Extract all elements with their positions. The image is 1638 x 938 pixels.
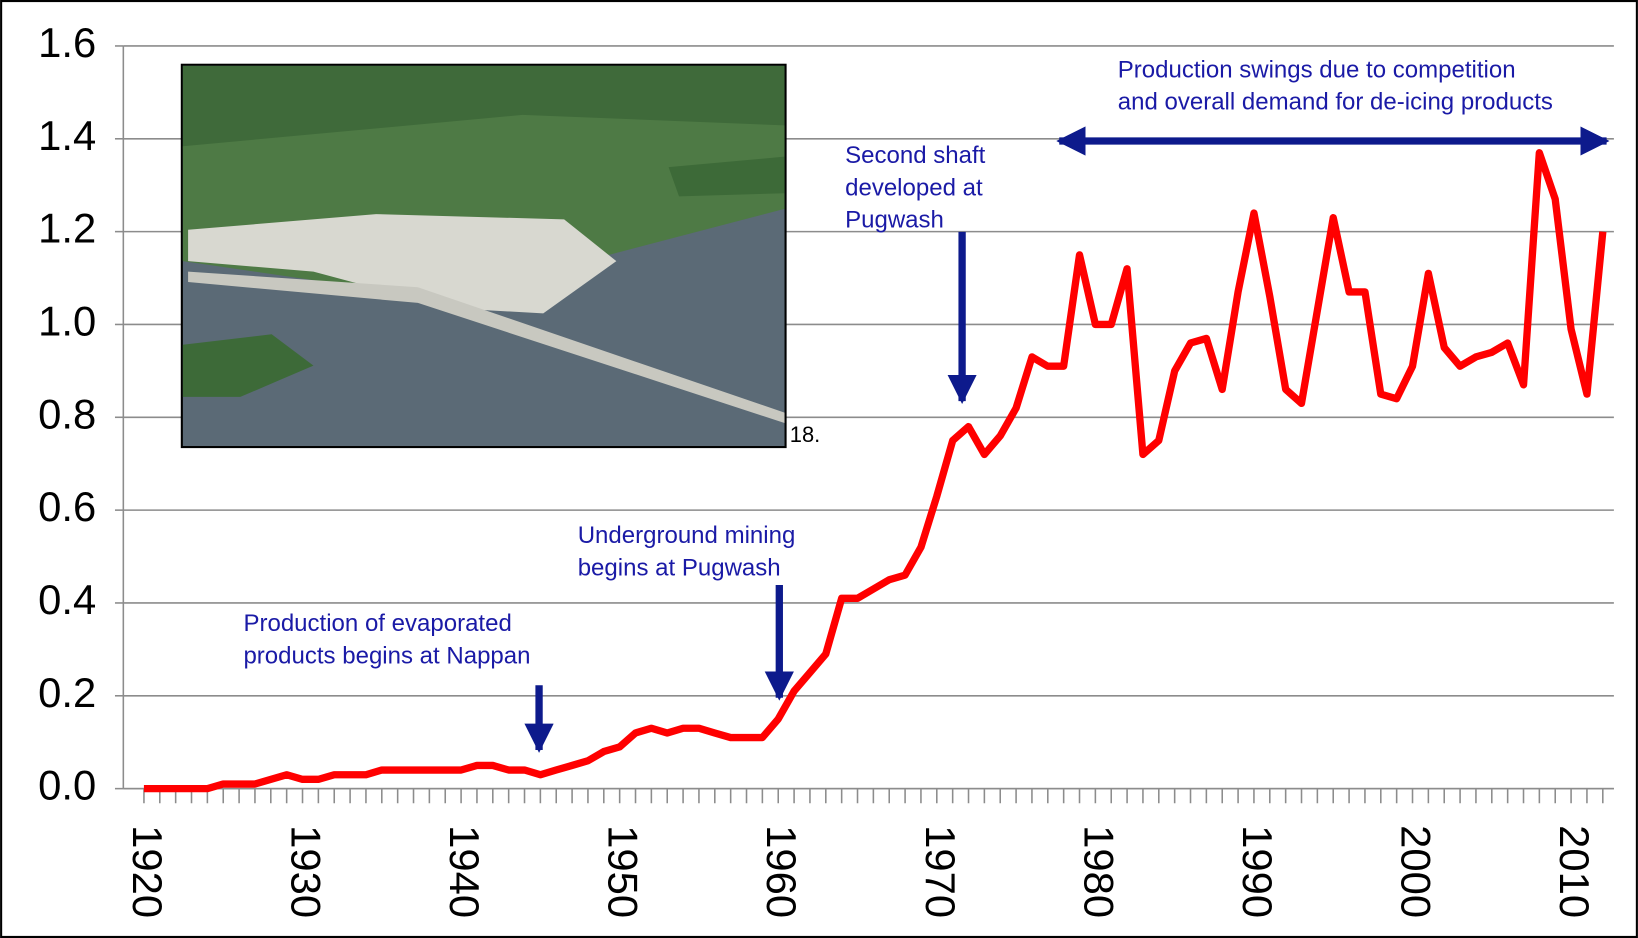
x-tick-label: 1980 bbox=[1075, 825, 1122, 918]
photo: 18. bbox=[180, 63, 820, 449]
annotation-text: Second shaft bbox=[845, 142, 986, 169]
annotation-text: Production of evaporated bbox=[243, 610, 511, 637]
y-tick-label: 0.0 bbox=[38, 762, 96, 809]
annotation-text: developed at bbox=[845, 174, 983, 201]
y-tick-label: 1.2 bbox=[38, 205, 96, 252]
y-tick-label: 0.6 bbox=[38, 483, 96, 530]
annotation-text: Pugwash bbox=[845, 207, 944, 234]
x-tick-label: 1970 bbox=[917, 825, 964, 918]
annotation-text: products begins at Nappan bbox=[243, 642, 530, 669]
annotation-text: begins at Pugwash bbox=[578, 555, 781, 582]
annotation-text: Production swings due to competition bbox=[1118, 56, 1516, 83]
x-tick-label: 1950 bbox=[600, 825, 647, 918]
x-tick-label: 2000 bbox=[1392, 825, 1439, 918]
annotation-text: Underground mining bbox=[578, 522, 796, 549]
y-tick-label: 1.4 bbox=[38, 112, 96, 159]
image-caption: 18. bbox=[790, 422, 820, 447]
x-tick-label: 1930 bbox=[282, 825, 329, 918]
x-tick-label: 1920 bbox=[124, 825, 171, 918]
data-line bbox=[143, 149, 1607, 793]
annotation-text: and overall demand for de-icing products bbox=[1118, 89, 1553, 116]
y-tick-label: 0.2 bbox=[38, 669, 96, 716]
y-tick-label: 1.0 bbox=[38, 297, 96, 344]
y-tick-label: 1.6 bbox=[38, 19, 96, 66]
x-tick-label: 2010 bbox=[1551, 825, 1598, 918]
x-tick-label: 1960 bbox=[758, 825, 805, 918]
x-tick-label: 1990 bbox=[1234, 825, 1281, 918]
y-tick-label: 0.8 bbox=[38, 390, 96, 437]
x-tick-label: 1940 bbox=[441, 825, 488, 918]
y-tick-label: 0.4 bbox=[38, 576, 96, 623]
annotation-arrows bbox=[524, 126, 1610, 753]
